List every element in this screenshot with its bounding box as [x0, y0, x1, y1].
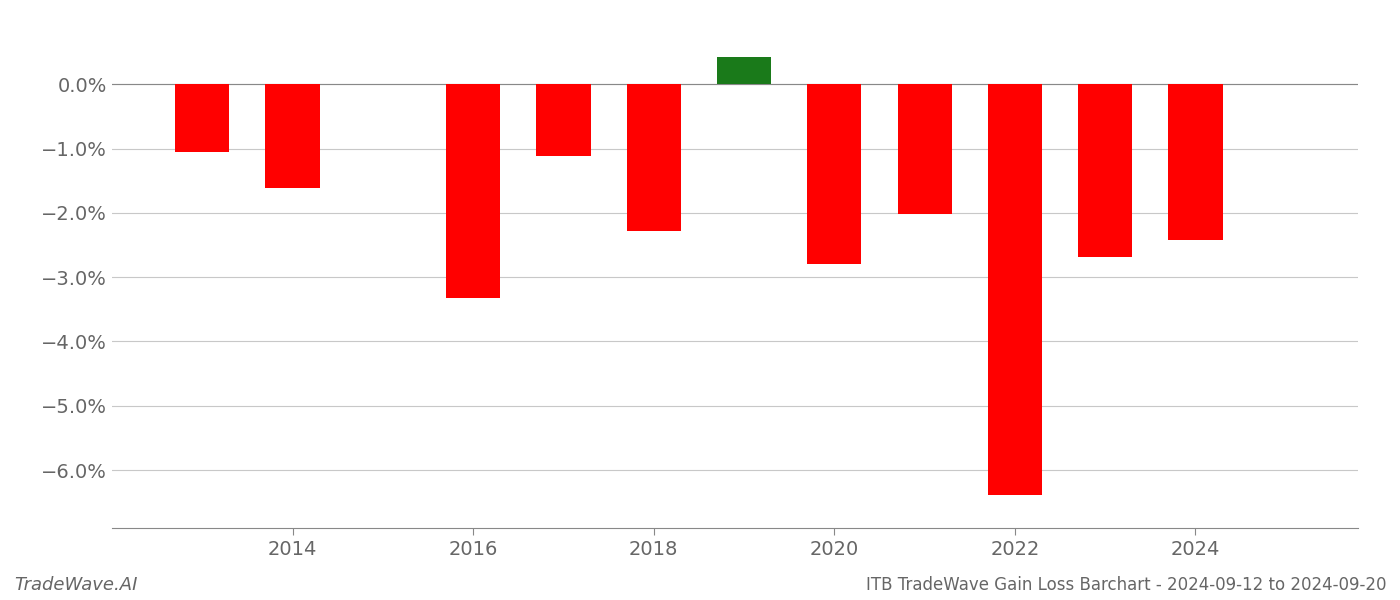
Bar	[897, 84, 952, 214]
Text: TradeWave.AI: TradeWave.AI	[14, 576, 137, 594]
Bar	[447, 84, 500, 298]
Bar	[266, 84, 319, 188]
Bar	[175, 84, 230, 152]
Bar	[536, 84, 591, 156]
Bar	[627, 84, 680, 231]
Bar	[988, 84, 1042, 494]
Bar	[808, 84, 861, 265]
Bar	[1169, 84, 1222, 240]
Bar	[1078, 84, 1133, 257]
Bar	[717, 57, 771, 84]
Text: ITB TradeWave Gain Loss Barchart - 2024-09-12 to 2024-09-20: ITB TradeWave Gain Loss Barchart - 2024-…	[865, 576, 1386, 594]
